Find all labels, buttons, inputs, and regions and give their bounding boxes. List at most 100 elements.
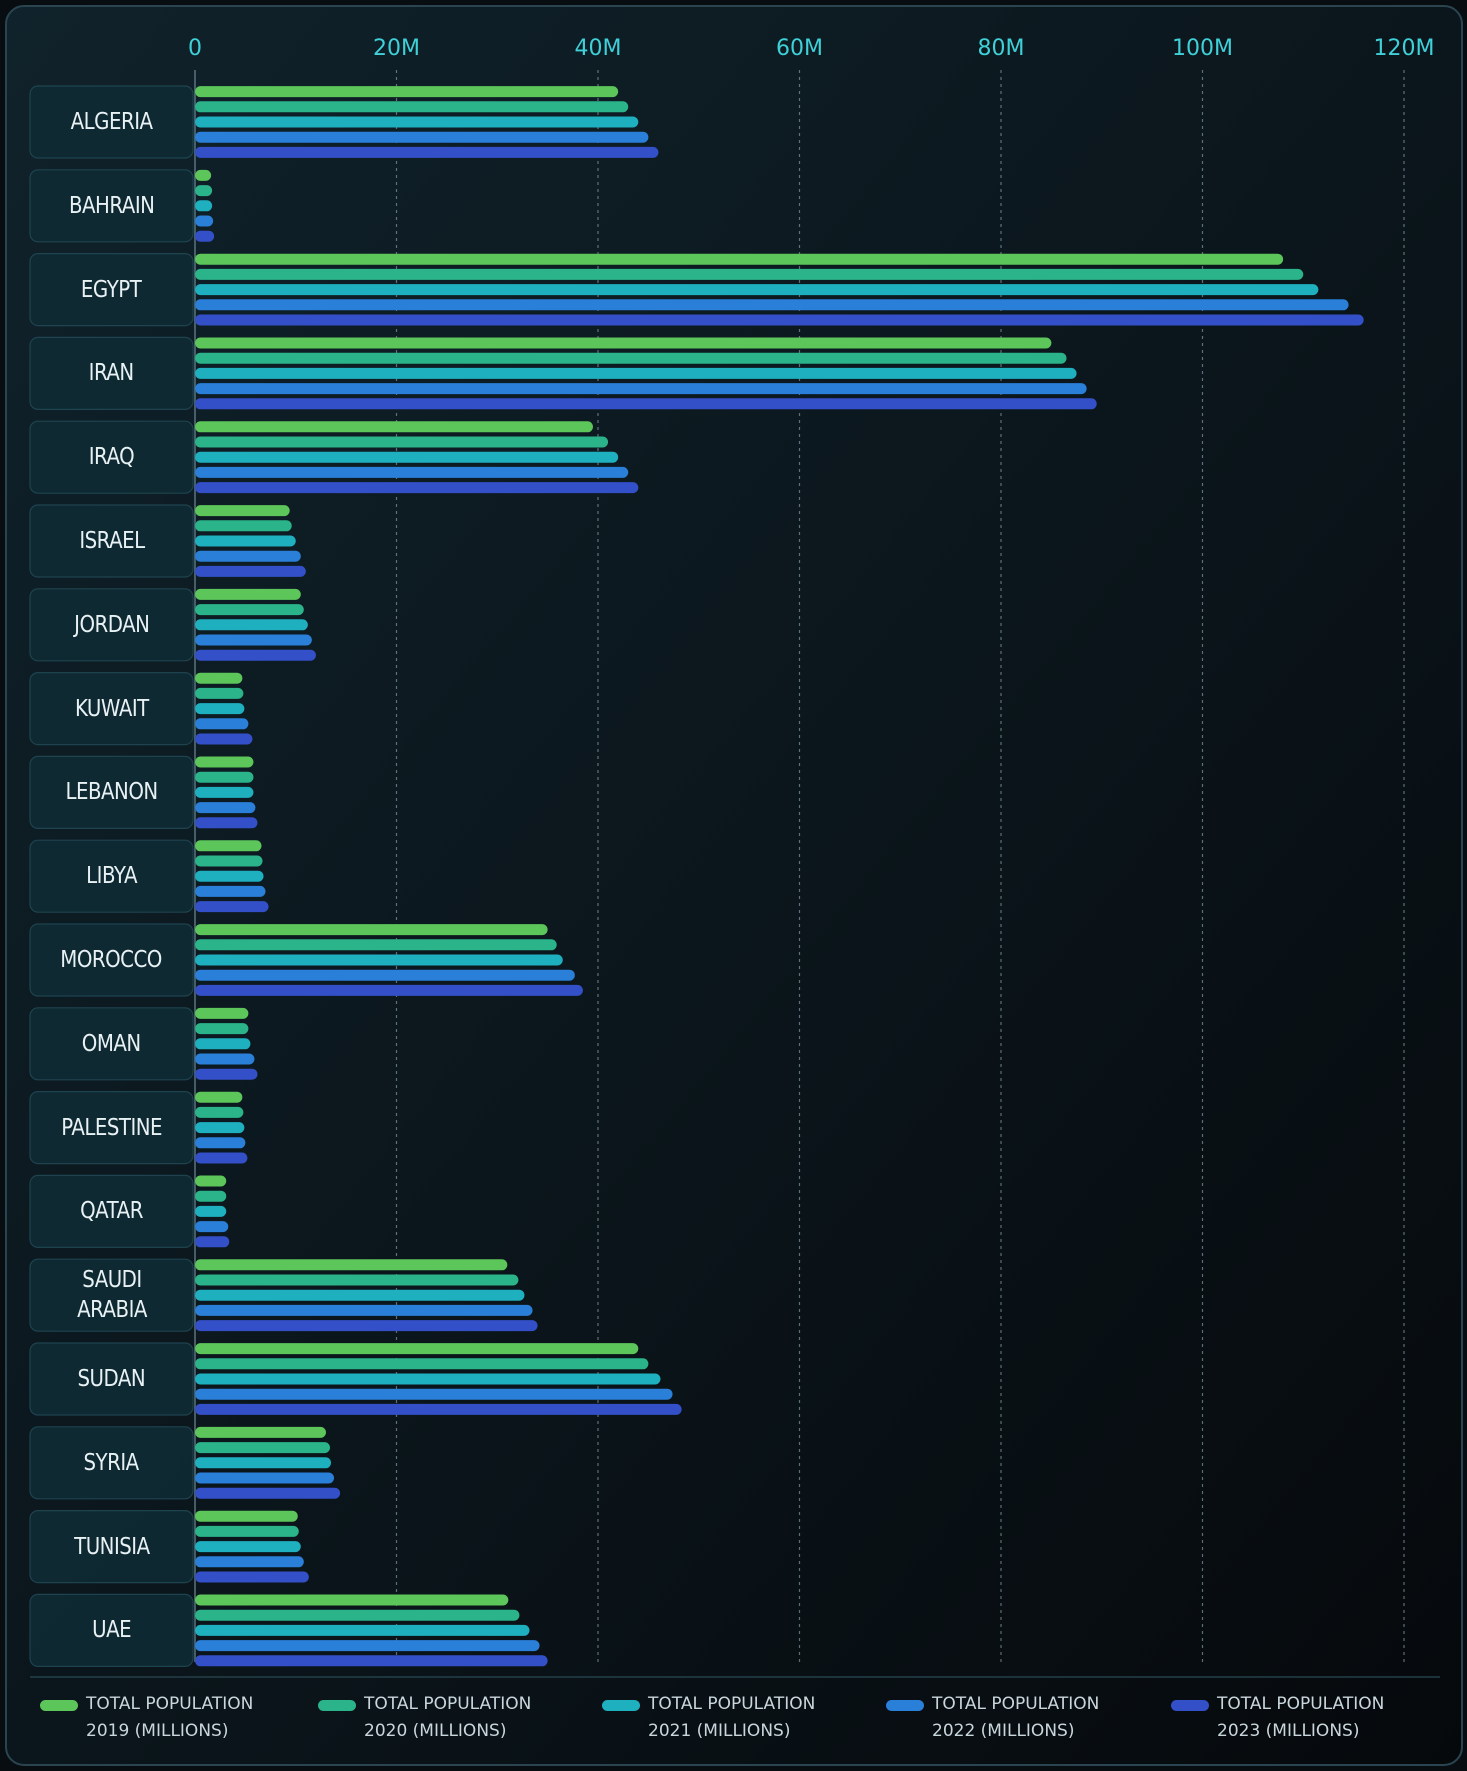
bar bbox=[195, 1152, 248, 1164]
bar bbox=[195, 1190, 227, 1202]
bar bbox=[195, 1343, 639, 1355]
row-label: IRAQ bbox=[30, 421, 193, 493]
bar bbox=[195, 756, 254, 768]
bar bbox=[195, 1023, 249, 1035]
bar bbox=[195, 200, 213, 212]
row-label-text: OMAN bbox=[82, 1030, 141, 1057]
legend-label-text: TOTAL POPULATION 2020 (MILLIONS) bbox=[364, 1694, 532, 1741]
bar bbox=[195, 718, 249, 730]
row-label-text: BAHRAIN bbox=[68, 192, 155, 219]
legend-label: TOTAL POPULATION 2020 (MILLIONS) bbox=[364, 1691, 579, 1745]
legend-label-text: TOTAL POPULATION 2021 (MILLIONS) bbox=[648, 1694, 816, 1741]
bar bbox=[195, 1655, 548, 1667]
bar bbox=[195, 604, 304, 616]
row-label-text: MOROCCO bbox=[60, 947, 163, 973]
row-label-text: ALGERIA bbox=[70, 109, 153, 135]
bar bbox=[195, 535, 296, 547]
bar bbox=[195, 1007, 249, 1019]
bar bbox=[195, 352, 1067, 364]
bar bbox=[195, 771, 254, 783]
bar bbox=[195, 1457, 332, 1469]
row-label: TUNISIA bbox=[30, 1511, 193, 1583]
bar bbox=[195, 1373, 661, 1385]
legend-swatch bbox=[602, 1700, 640, 1711]
bar bbox=[195, 984, 583, 996]
legend-swatch bbox=[318, 1700, 356, 1711]
bar bbox=[195, 1122, 245, 1134]
row-label-text: SUDAN bbox=[77, 1366, 146, 1392]
bar bbox=[195, 1571, 309, 1583]
x-tick-label: 20M bbox=[373, 36, 420, 61]
x-tick-label: 40M bbox=[575, 36, 622, 61]
legend-label: TOTAL POPULATION 2022 (MILLIONS) bbox=[932, 1691, 1147, 1745]
row-label: EGYPT bbox=[30, 254, 193, 326]
bar bbox=[195, 1640, 540, 1652]
row-label: JORDAN bbox=[30, 589, 193, 661]
bar bbox=[195, 436, 609, 448]
row-label-text: KUWAIT bbox=[74, 695, 149, 722]
row-label-box bbox=[29, 1426, 194, 1500]
bar bbox=[195, 1289, 525, 1301]
bar bbox=[195, 169, 212, 181]
bar bbox=[195, 1106, 244, 1118]
row-label-text: IRAQ bbox=[88, 444, 135, 471]
bar bbox=[195, 1525, 299, 1537]
bar bbox=[195, 649, 316, 661]
bar bbox=[195, 1624, 530, 1636]
row-label-text: SYRIA bbox=[83, 1449, 140, 1476]
bar bbox=[195, 314, 1364, 326]
bar bbox=[195, 672, 243, 684]
row-label: SAUDI ARABIA bbox=[30, 1259, 193, 1331]
row-label-box bbox=[29, 923, 194, 997]
bar bbox=[195, 703, 245, 715]
row-label-box bbox=[29, 253, 194, 327]
bar bbox=[195, 1403, 682, 1415]
legend-label: TOTAL POPULATION 2019 (MILLIONS) bbox=[86, 1691, 301, 1745]
row-label: LEBANON bbox=[30, 756, 193, 828]
bar bbox=[195, 1304, 533, 1316]
bar bbox=[195, 146, 659, 158]
bar bbox=[195, 588, 301, 600]
x-tick-label: 100M bbox=[1172, 36, 1233, 61]
row-label-text: QATAR bbox=[80, 1198, 143, 1225]
bar bbox=[195, 870, 264, 882]
row-label-box bbox=[29, 1509, 194, 1584]
bar bbox=[195, 924, 548, 936]
bar bbox=[195, 1472, 335, 1484]
bar bbox=[195, 1274, 519, 1286]
bar bbox=[195, 383, 1087, 395]
bar bbox=[195, 1053, 255, 1065]
bar bbox=[195, 840, 262, 852]
bar bbox=[195, 131, 649, 143]
row-label-text: TUNISIA bbox=[73, 1533, 150, 1560]
row-label-box bbox=[29, 420, 194, 494]
x-tick-label: 0 bbox=[188, 36, 202, 61]
row-label-box bbox=[29, 1593, 194, 1668]
legend-label-text: TOTAL POPULATION 2023 (MILLIONS) bbox=[1217, 1694, 1385, 1741]
bar bbox=[195, 1609, 520, 1621]
row-label: PALESTINE bbox=[30, 1092, 193, 1164]
bar bbox=[195, 1426, 326, 1438]
row-label: IRAN bbox=[30, 337, 193, 409]
x-tick-label: 120M bbox=[1374, 36, 1435, 61]
row-label-box bbox=[29, 671, 194, 746]
x-tick-label: 80M bbox=[978, 36, 1025, 61]
x-tick-label: 60M bbox=[776, 36, 823, 61]
bar bbox=[195, 116, 639, 128]
bar bbox=[195, 802, 256, 814]
legend-label: TOTAL POPULATION 2021 (MILLIONS) bbox=[648, 1691, 863, 1745]
bar bbox=[195, 1091, 243, 1103]
row-label: OMAN bbox=[30, 1008, 193, 1080]
row-label-box bbox=[29, 1174, 194, 1249]
bar bbox=[195, 1442, 331, 1454]
legend-swatch bbox=[886, 1700, 924, 1711]
bar bbox=[195, 398, 1097, 410]
bar bbox=[195, 1221, 229, 1233]
bar bbox=[195, 1320, 538, 1332]
row-label-text: IRAN bbox=[88, 360, 135, 387]
legend-swatch bbox=[1171, 1700, 1209, 1711]
bar bbox=[195, 1236, 230, 1248]
row-label: MOROCCO bbox=[30, 924, 193, 996]
bar bbox=[195, 1388, 673, 1400]
